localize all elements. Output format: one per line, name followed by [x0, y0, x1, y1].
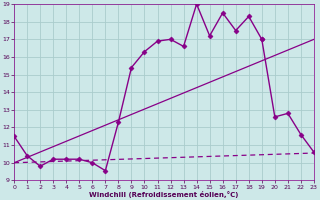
X-axis label: Windchill (Refroidissement éolien,°C): Windchill (Refroidissement éolien,°C) — [89, 191, 239, 198]
